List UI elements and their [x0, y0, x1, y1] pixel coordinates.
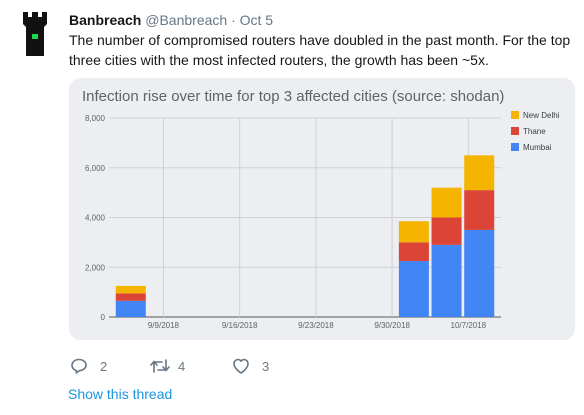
bar-segment	[464, 190, 495, 230]
bar-segment	[464, 155, 495, 191]
heart-icon	[233, 358, 249, 374]
legend-label: Thane	[523, 127, 546, 136]
bar-segment	[398, 242, 429, 262]
author-handle[interactable]: @Banbreach	[145, 12, 228, 28]
bar-segment	[431, 244, 462, 317]
bar-segment	[398, 261, 429, 317]
retweet-button[interactable]: 4	[149, 356, 185, 376]
retweet-icon	[150, 359, 170, 373]
bar-segment	[464, 229, 495, 317]
bar-segment	[431, 217, 462, 245]
legend-label: New Delhi	[523, 111, 560, 120]
chart-title: Infection rise over time for top 3 affec…	[82, 88, 504, 105]
y-tick-label: 0	[101, 313, 106, 322]
legend-swatch	[511, 127, 519, 135]
chart-card[interactable]: Infection rise over time for top 3 affec…	[69, 78, 575, 340]
bar-segment	[431, 187, 462, 218]
retweet-count: 4	[178, 358, 186, 374]
y-tick-label: 6,000	[85, 164, 106, 173]
x-tick-label: 9/16/2018	[222, 321, 258, 330]
legend-swatch	[511, 143, 519, 151]
y-tick-label: 2,000	[85, 263, 106, 272]
bar-segment	[115, 285, 146, 294]
like-count: 3	[262, 358, 270, 374]
x-tick-label: 9/9/2018	[148, 321, 180, 330]
tower-light	[32, 34, 38, 39]
reply-button[interactable]: 2	[69, 356, 107, 376]
infection-chart: Infection rise over time for top 3 affec…	[69, 78, 575, 340]
y-tick-label: 8,000	[85, 114, 106, 123]
tweet-date[interactable]: Oct 5	[239, 12, 274, 28]
bar-segment	[398, 221, 429, 243]
tweet-text: The number of compromised routers have d…	[69, 32, 571, 68]
show-thread-link[interactable]: Show this thread	[68, 386, 173, 402]
reply-icon	[71, 358, 87, 374]
x-tick-label: 9/23/2018	[298, 321, 334, 330]
y-tick-label: 4,000	[85, 214, 106, 223]
like-button[interactable]: 3	[231, 356, 269, 376]
header-separator: ·	[231, 12, 236, 28]
tweet-header: Banbreach @Banbreach · Oct 5	[69, 11, 273, 29]
legend-label: Mumbai	[523, 143, 552, 152]
reply-count: 2	[100, 358, 108, 374]
x-tick-label: 10/7/2018	[451, 321, 487, 330]
legend-swatch	[511, 111, 519, 119]
avatar[interactable]	[18, 12, 52, 58]
x-tick-label: 9/30/2018	[374, 321, 410, 330]
author-name[interactable]: Banbreach	[69, 12, 142, 28]
castle-tower-icon	[23, 12, 47, 56]
bar-segment	[115, 293, 146, 301]
bar-segment	[115, 300, 146, 317]
